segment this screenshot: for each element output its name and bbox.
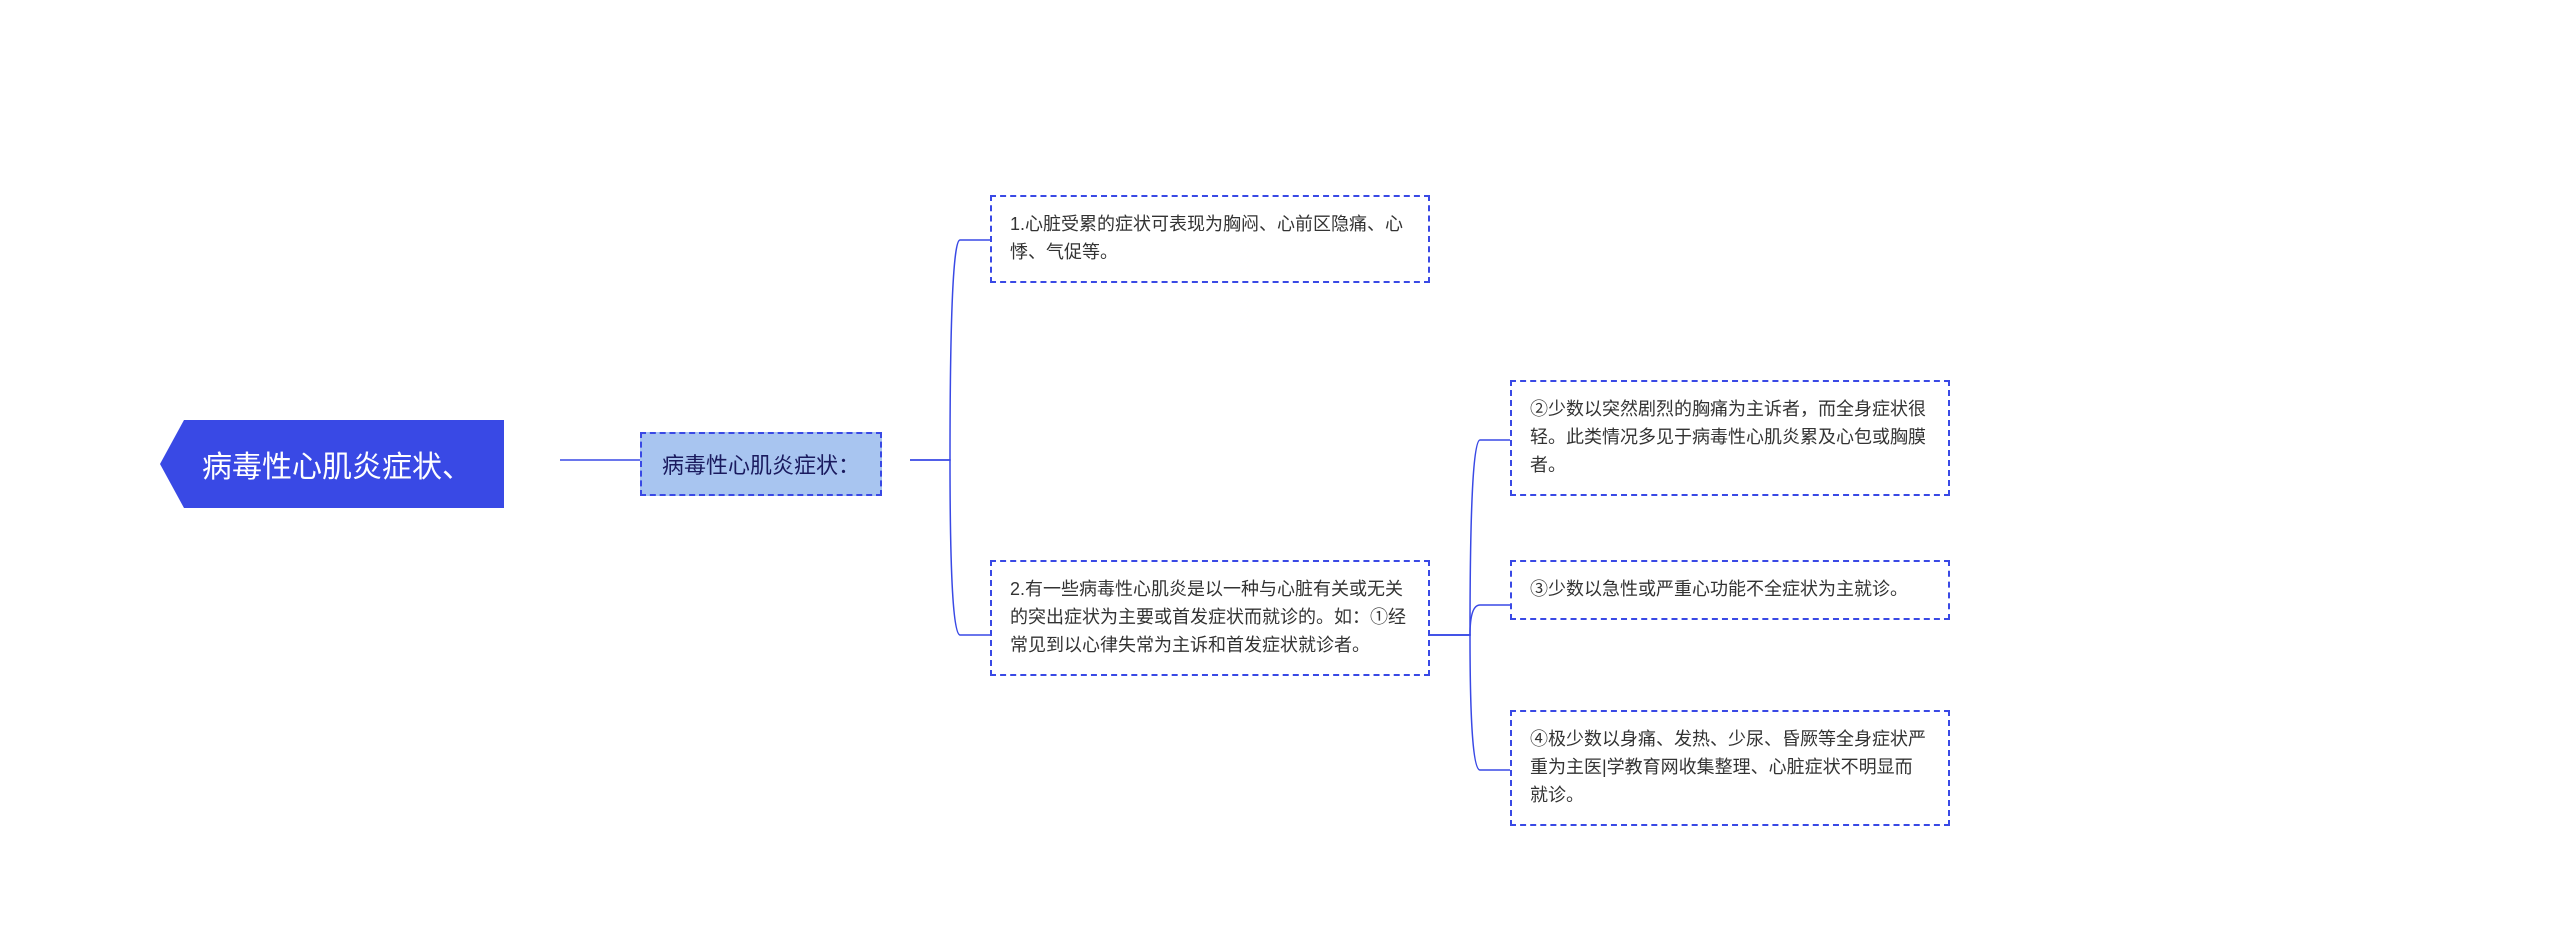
symptom-node-1: 1.心脏受累的症状可表现为胸闷、心前区隐痛、心悸、气促等。: [990, 195, 1430, 283]
level1-node: 病毒性心肌炎症状：: [640, 432, 882, 496]
root-node: 病毒性心肌炎症状、: [160, 420, 504, 508]
symptom-node-4: ③少数以急性或严重心功能不全症状为主就诊。: [1510, 560, 1950, 620]
symptom-node-5: ④极少数以身痛、发热、少尿、昏厥等全身症状严重为主医|学教育网收集整理、心脏症状…: [1510, 710, 1950, 826]
symptom-node-2: 2.有一些病毒性心肌炎是以一种与心脏有关或无关的突出症状为主要或首发症状而就诊的…: [990, 560, 1430, 676]
symptom-node-3: ②少数以突然剧烈的胸痛为主诉者，而全身症状很轻。此类情况多见于病毒性心肌炎累及心…: [1510, 380, 1950, 496]
